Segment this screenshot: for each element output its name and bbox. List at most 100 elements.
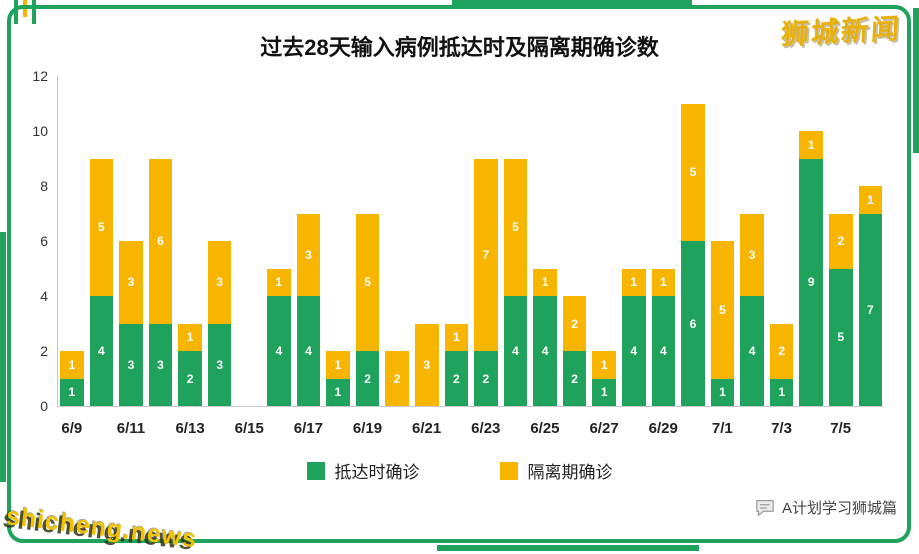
bar-segment-quarantine: 1 xyxy=(858,186,883,214)
x-tick-label: 7/1 xyxy=(711,420,733,437)
y-tick-label: 2 xyxy=(40,343,48,359)
bar-6/20: 2 xyxy=(385,76,409,406)
deco-top-strip xyxy=(452,0,692,6)
bar-value-label: 1 xyxy=(452,330,460,345)
bar-segment-arrival: 3 xyxy=(119,323,143,406)
bar-segment-arrival: 7 xyxy=(858,213,883,406)
bar-segment-arrival: 4 xyxy=(651,296,676,406)
bar-segment-arrival: 4 xyxy=(621,296,646,406)
bar-value-label: 5 xyxy=(719,302,726,317)
bar-segment-arrival: 1 xyxy=(60,378,84,406)
bar-segment-arrival: 1 xyxy=(592,378,616,406)
bar-value-label: 1 xyxy=(541,275,549,290)
x-tick-label: 6/21 xyxy=(412,420,442,437)
bar-value-label: 4 xyxy=(305,344,312,358)
bar-segment-arrival: 4 xyxy=(267,296,291,406)
bar-value-label: 5 xyxy=(98,220,105,235)
bar-segment-quarantine: 1 xyxy=(799,131,824,159)
bar-value-label: 1 xyxy=(867,192,874,207)
bar-segment-quarantine: 7 xyxy=(474,158,498,351)
y-tick-label: 6 xyxy=(40,233,48,249)
bar-segment-quarantine: 1 xyxy=(444,323,469,351)
bar-value-label: 2 xyxy=(571,316,578,331)
bar-value-label: 1 xyxy=(660,275,667,290)
x-tick-label: 6/25 xyxy=(530,420,560,437)
x-tick-label: 6/17 xyxy=(293,420,323,437)
x-axis-line xyxy=(57,406,883,407)
bar-value-label: 3 xyxy=(157,357,164,372)
bar-6/15 xyxy=(237,76,261,406)
deco-left-strip xyxy=(0,232,6,482)
bar-value-label: 2 xyxy=(364,371,371,386)
y-tick-label: 0 xyxy=(40,398,48,414)
bar-segment-arrival: 2 xyxy=(355,351,380,406)
bar-value-label: 6 xyxy=(157,234,164,248)
bar-6/21: 3 xyxy=(414,76,439,406)
bar-value-label: 4 xyxy=(512,344,519,358)
y-tick-label: 4 xyxy=(40,288,48,304)
chat-bubble-icon xyxy=(756,499,774,517)
bar-value-label: 2 xyxy=(452,371,460,386)
bar-segment-quarantine: 1 xyxy=(178,323,202,351)
bar-segment-quarantine: 1 xyxy=(592,351,616,379)
bar-segment-arrival: 5 xyxy=(829,268,853,406)
bar-value-label: 2 xyxy=(482,371,490,386)
legend-item-arrival: 抵达时确诊 xyxy=(306,458,420,483)
bar-value-label: 1 xyxy=(600,385,608,400)
bar-segment-quarantine: 2 xyxy=(769,323,794,379)
x-tick-label: 6/15 xyxy=(234,420,264,437)
bar-segment-arrival: 4 xyxy=(533,296,557,406)
bar-segment-quarantine: 5 xyxy=(681,103,705,241)
deco-corner-dash-1 xyxy=(14,0,18,24)
chart-title: 过去28天输入病例抵达时及隔离期确诊数 xyxy=(260,35,659,60)
deco-bottom-strip xyxy=(437,545,699,551)
y-axis-line xyxy=(57,76,58,407)
bar-value-label: 2 xyxy=(837,234,845,248)
bar-segment-arrival: 3 xyxy=(148,323,173,406)
bar-segment-arrival: 6 xyxy=(681,241,705,406)
bar-value-label: 1 xyxy=(778,385,785,400)
bar-value-label: 1 xyxy=(275,275,283,290)
bar-value-label: 1 xyxy=(600,357,608,372)
deco-corner-dash-2 xyxy=(23,0,27,17)
bar-segment-quarantine: 5 xyxy=(710,241,735,379)
deco-corner-dash-3 xyxy=(32,0,36,24)
bar-value-label: 4 xyxy=(541,344,549,358)
bar-value-label: 4 xyxy=(660,344,667,358)
bar-value-label: 9 xyxy=(807,275,815,290)
bar-segment-arrival: 2 xyxy=(178,351,202,406)
bar-value-label: 3 xyxy=(127,275,135,290)
bar-segment-quarantine: 1 xyxy=(267,268,291,296)
bar-segment-quarantine: 1 xyxy=(651,268,676,296)
bar-segment-quarantine: 6 xyxy=(148,158,173,324)
bar-value-label: 3 xyxy=(216,275,224,290)
bar-value-label: 6 xyxy=(689,316,697,331)
bar-value-label: 2 xyxy=(186,371,194,386)
y-tick-label: 8 xyxy=(40,178,48,194)
bar-value-label: 5 xyxy=(689,165,697,180)
x-tick-label: 6/9 xyxy=(61,420,83,437)
footer-credit-text: A计划学习狮城篇 xyxy=(781,500,897,517)
bar-value-label: 3 xyxy=(216,357,224,372)
bar-value-label: 2 xyxy=(778,344,785,358)
bar-segment-quarantine: 3 xyxy=(296,213,321,296)
legend-swatch-quarantine-icon xyxy=(499,461,518,480)
bar-value-label: 3 xyxy=(305,247,312,262)
bar-segment-arrival: 2 xyxy=(474,351,498,406)
bar-value-label: 5 xyxy=(837,330,845,345)
x-tick-label: 6/13 xyxy=(175,420,205,437)
